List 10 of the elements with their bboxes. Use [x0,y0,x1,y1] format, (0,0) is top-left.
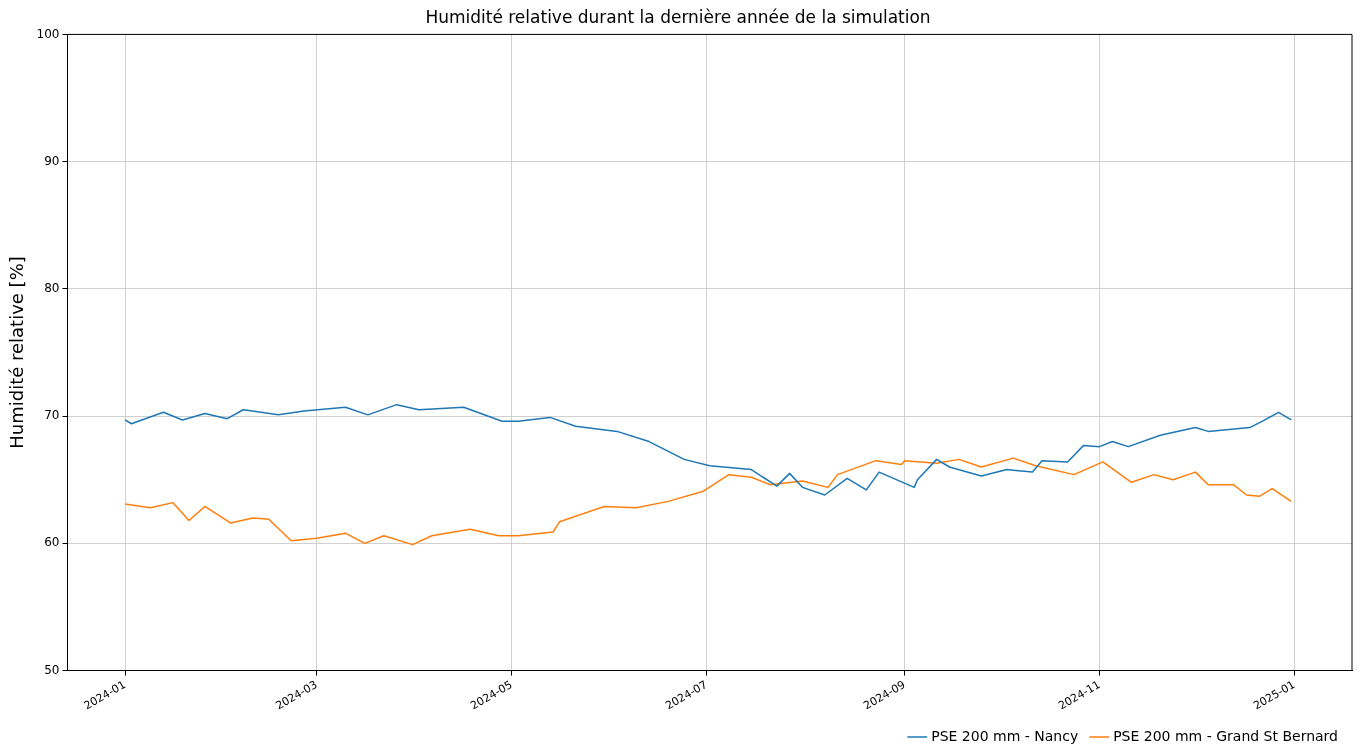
y-tick-label: 100 [36,26,60,41]
legend-label: PSE 200 mm - Nancy [931,727,1079,744]
y-tick-label: 80 [44,281,60,295]
y-tick-label: 60 [44,535,60,550]
legend-label: PSE 200 mm - Grand St Bernard [1113,727,1339,744]
y-tick-label: 50 [44,662,60,677]
y-axis-title: Humidité relative [%] [6,256,28,449]
y-tick-label: 70 [44,408,60,423]
y-tick-label: 90 [44,153,60,168]
chart-title: Humidité relative durant la dernière année de la simulation [425,6,931,27]
